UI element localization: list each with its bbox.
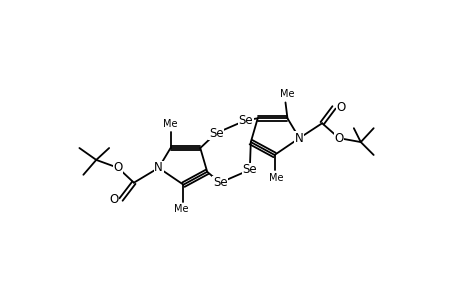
Text: O: O [334, 132, 343, 145]
Text: Me: Me [280, 89, 294, 100]
Text: Me: Me [269, 173, 283, 183]
Text: O: O [336, 101, 345, 114]
Text: N: N [154, 161, 162, 174]
Text: Se: Se [213, 176, 227, 189]
Text: Se: Se [242, 163, 257, 176]
Text: Me: Me [174, 205, 188, 214]
Text: Se: Se [208, 127, 223, 140]
Text: N: N [294, 132, 303, 145]
Text: O: O [113, 161, 123, 174]
Text: Me: Me [163, 119, 178, 129]
Text: O: O [109, 193, 118, 206]
Text: Se: Se [238, 114, 252, 127]
